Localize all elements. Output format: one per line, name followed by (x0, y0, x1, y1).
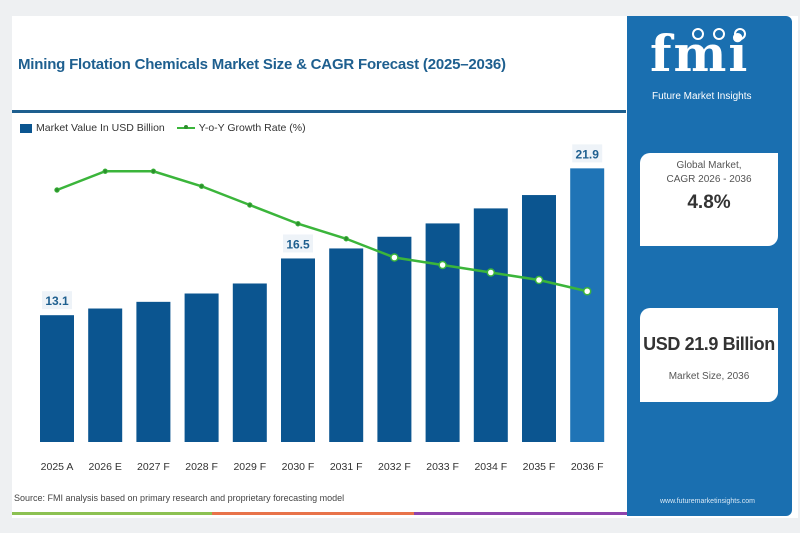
growth-rate-point (102, 168, 108, 174)
market-size-box: USD 21.9 Billion Market Size, 2036 (640, 308, 778, 402)
data-label: 16.5 (286, 237, 310, 251)
legend-bar-swatch (20, 123, 32, 133)
bar-2032-f (377, 236, 412, 442)
legend-bar-label: Market Value In USD Billion (36, 122, 165, 134)
source-note: Source: FMI analysis based on primary re… (14, 493, 345, 503)
logo-subtitle: Future Market Insights (652, 91, 752, 102)
data-label: 13.1 (45, 294, 69, 308)
growth-rate-point (295, 221, 301, 227)
bar-2035-f (522, 195, 556, 442)
x-tick-label: 2035 F (523, 461, 556, 473)
legend: Market Value In USD Billion Y-o-Y Growth… (20, 122, 306, 134)
growth-rate-point (343, 236, 349, 242)
x-tick-label: 2029 F (233, 461, 266, 473)
logo-icons (692, 28, 746, 40)
x-tick-label: 2036 F (571, 461, 604, 473)
data-label-bg (572, 144, 603, 163)
color-strip-purple (414, 512, 628, 515)
growth-rate-line (56, 170, 588, 293)
chart-title: Mining Flotation Chemicals Market Size &… (18, 56, 506, 73)
growth-rate-point (247, 202, 253, 208)
x-tick-label: 2028 F (185, 461, 218, 473)
market-size-value: USD 21.9 Billion (643, 334, 775, 354)
sidebar-panel (627, 16, 792, 516)
website-link[interactable]: www.futuremarketinsights.com (660, 498, 755, 505)
x-tick-label: 2031 F (330, 461, 363, 473)
x-tick-label: 2030 F (282, 461, 315, 473)
growth-rate-point (54, 187, 60, 193)
x-tick-label: 2026 E (89, 461, 122, 473)
bar-2029-f (232, 283, 267, 442)
data-label: 21.9 (576, 147, 600, 161)
cagr-label: Global Market, CAGR 2026 - 2036 (640, 159, 778, 187)
cagr-label-line2: CAGR 2026 - 2036 (666, 174, 752, 185)
cagr-label-line1: Global Market, (676, 160, 742, 171)
x-tick-label: 2032 F (378, 461, 411, 473)
x-tick-label: 2034 F (474, 461, 507, 473)
color-strip-orange (212, 512, 414, 515)
growth-rate-point (198, 183, 205, 189)
fmi-logo: fmi (650, 24, 750, 83)
color-strip-green (12, 512, 212, 515)
bar-2030-f (281, 258, 315, 442)
cagr-box: Global Market, CAGR 2026 - 2036 4.8% (640, 153, 778, 246)
bar-2027-f (136, 301, 171, 442)
growth-rate-point (534, 275, 544, 285)
data-label-bg (283, 234, 313, 253)
bar-2025-a (40, 315, 74, 442)
growth-rate-point (150, 168, 157, 174)
bar-2031-f (329, 248, 364, 442)
legend-line-label: Y-o-Y Growth Rate (%) (198, 122, 306, 134)
market-size-label: Market Size, 2036 (668, 371, 750, 382)
x-tick-label: 2025 A (41, 461, 74, 473)
x-tick-label: 2033 F (426, 461, 459, 473)
logo-pin-icon (734, 28, 746, 40)
cagr-value: 4.8% (687, 192, 731, 213)
bar-2028-f (184, 293, 219, 442)
title-divider (12, 110, 626, 113)
data-label-bg (42, 291, 72, 310)
growth-rate-point (486, 268, 496, 277)
growth-rate-point (438, 260, 447, 270)
bar-2026-e (88, 308, 123, 442)
bar-2033-f (425, 223, 460, 442)
bar-line-chart: 2025 A 2026 E 2027 F 2028 F 2029 F 2030 F 2031… (40, 144, 605, 473)
logo-globe-icon (692, 28, 704, 40)
growth-rate-point (390, 253, 399, 262)
bar-2036-f (570, 168, 605, 442)
growth-rate-point (582, 287, 592, 296)
logo-person-icon (713, 28, 725, 40)
legend-line-swatch (176, 125, 195, 129)
x-tick-label: 2027 F (137, 461, 170, 473)
bar-2034-f (473, 208, 508, 442)
